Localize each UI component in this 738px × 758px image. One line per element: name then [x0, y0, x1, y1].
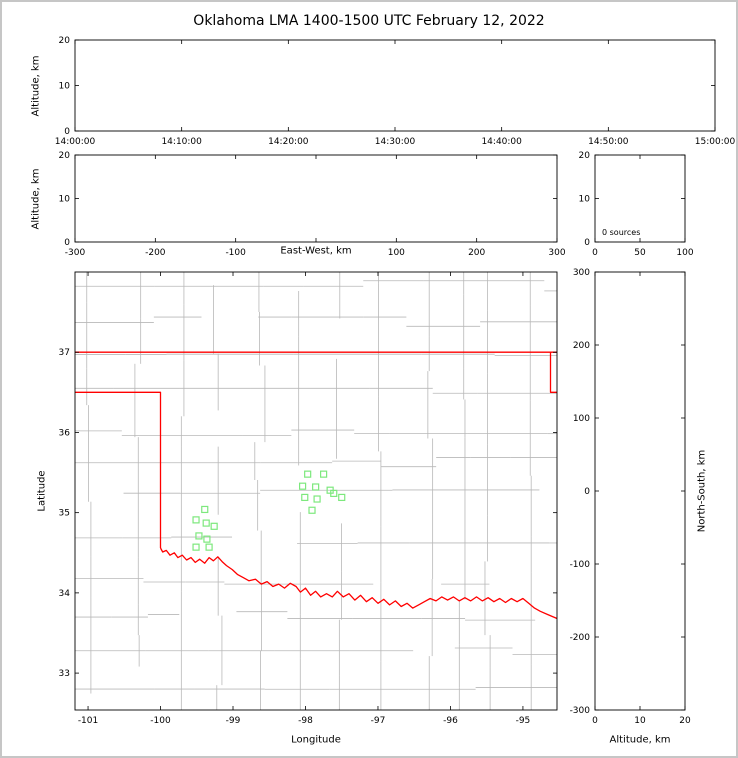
svg-text:100: 100	[388, 248, 405, 258]
panel-bg-time_height	[75, 40, 715, 131]
ns-panel-y-axis-label: North-South, km	[696, 449, 708, 533]
tick-labels-plan_view: -101 -100 -99 -98 -97 -96 -95 33 34 35 36 37	[59, 348, 531, 726]
svg-text:20: 20	[59, 151, 71, 161]
svg-text:14:30:00: 14:30:00	[375, 137, 416, 147]
source-count-annotation: 0 sources	[602, 228, 641, 237]
svg-text:50: 50	[634, 248, 646, 258]
lma-station-marker	[304, 470, 312, 478]
ticks-ew_height	[74, 154, 558, 243]
tick-labels-ns_height: 0 10 20 -300 -200 -100 0 100 200 300	[570, 268, 691, 726]
svg-text:-100: -100	[570, 560, 591, 570]
lma-stations	[192, 470, 346, 551]
svg-text:-300: -300	[570, 706, 591, 716]
svg-text:35: 35	[59, 509, 70, 519]
svg-text:14:00:00: 14:00:00	[55, 137, 96, 147]
svg-text:10: 10	[579, 195, 591, 205]
ticks-ns_height	[594, 271, 686, 711]
lma-station-marker	[205, 543, 213, 551]
ticks-plan_view	[75, 272, 557, 710]
state-border	[75, 351, 557, 620]
svg-text:14:20:00: 14:20:00	[268, 137, 309, 147]
svg-text:200: 200	[573, 341, 590, 351]
lma-station-marker	[210, 522, 218, 530]
svg-text:0: 0	[64, 238, 70, 248]
map-layers	[75, 272, 557, 710]
svg-text:100: 100	[573, 414, 590, 424]
svg-text:0: 0	[592, 716, 598, 726]
svg-text:-100: -100	[150, 716, 171, 726]
svg-text:0: 0	[592, 248, 598, 258]
lma-station-marker	[308, 506, 316, 514]
lma-station-marker	[312, 483, 320, 491]
ew-panel-y-axis-label: Altitude, km	[30, 168, 42, 230]
svg-text:300: 300	[548, 248, 565, 258]
svg-text:14:50:00: 14:50:00	[588, 137, 629, 147]
lma-station-marker	[298, 482, 307, 490]
tick-labels-histogram: 0 50 100 0 10 20	[579, 151, 694, 258]
ew-panel-x-axis-label: East-West, km	[277, 245, 355, 257]
lma-station-marker	[313, 495, 321, 503]
svg-text:15:00:00: 15:00:00	[695, 137, 736, 147]
svg-text:-98: -98	[298, 716, 313, 726]
svg-text:-95: -95	[516, 716, 531, 726]
lma-station-marker	[201, 505, 209, 514]
svg-text:36: 36	[59, 428, 71, 438]
svg-text:0: 0	[584, 487, 590, 497]
svg-text:14:10:00: 14:10:00	[161, 137, 202, 147]
lma-station-marker	[320, 470, 328, 478]
panel-bg-ns_height	[595, 272, 685, 710]
svg-text:200: 200	[468, 248, 485, 258]
lma-station-marker	[202, 519, 210, 527]
svg-text:0: 0	[64, 127, 70, 137]
lma-station-marker	[195, 532, 203, 540]
svg-text:10: 10	[59, 82, 71, 92]
map-y-axis-label: Latitude	[36, 470, 48, 512]
ticks-histogram	[594, 154, 686, 243]
map-x-axis-label: Longitude	[291, 734, 341, 746]
lma-station-marker	[338, 493, 346, 502]
svg-text:20: 20	[579, 151, 591, 161]
svg-text:-99: -99	[226, 716, 241, 726]
svg-text:33: 33	[59, 669, 70, 679]
svg-text:14:40:00: 14:40:00	[481, 137, 522, 147]
svg-text:10: 10	[59, 195, 71, 205]
svg-text:-101: -101	[78, 716, 98, 726]
svg-text:100: 100	[676, 248, 693, 258]
panel-bg-plan_view	[75, 272, 557, 710]
time-panel-y-axis-label: Altitude, km	[30, 55, 42, 117]
svg-text:20: 20	[59, 36, 71, 46]
panel-frame-plan_view	[74, 271, 558, 711]
tick-labels-time_height: 14:00:00 14:10:00 14:20:00 14:30:00 14:40:00…	[55, 36, 736, 147]
lma-station-marker	[203, 535, 211, 543]
svg-text:34: 34	[59, 589, 71, 599]
tick-labels-ew_height: -300 -200 -100 100 200 300 0 10 20	[59, 151, 566, 258]
svg-text:300: 300	[573, 268, 590, 278]
panel-bg-histogram	[595, 155, 685, 242]
svg-text:-100: -100	[225, 248, 246, 258]
ticks-time_height	[74, 39, 716, 132]
ns-panel-x-axis-label: Altitude, km	[609, 734, 671, 746]
svg-text:-97: -97	[371, 716, 386, 726]
plot-title: Oklahoma LMA 1400-1500 UTC February 12, …	[193, 13, 545, 29]
svg-text:-300: -300	[65, 248, 86, 258]
lma-station-marker	[192, 516, 200, 524]
svg-text:37: 37	[59, 348, 70, 358]
lma-station-marker	[192, 543, 200, 551]
county-boundaries	[75, 272, 557, 710]
svg-text:10: 10	[634, 716, 646, 726]
svg-text:0: 0	[584, 238, 590, 248]
svg-text:-200: -200	[570, 633, 591, 643]
lma-station-marker	[301, 493, 309, 502]
svg-text:-96: -96	[443, 716, 458, 726]
svg-text:20: 20	[679, 716, 691, 726]
panel-bg-ew_height	[75, 155, 557, 242]
svg-text:-200: -200	[145, 248, 166, 258]
lma-station-marker	[330, 489, 338, 498]
